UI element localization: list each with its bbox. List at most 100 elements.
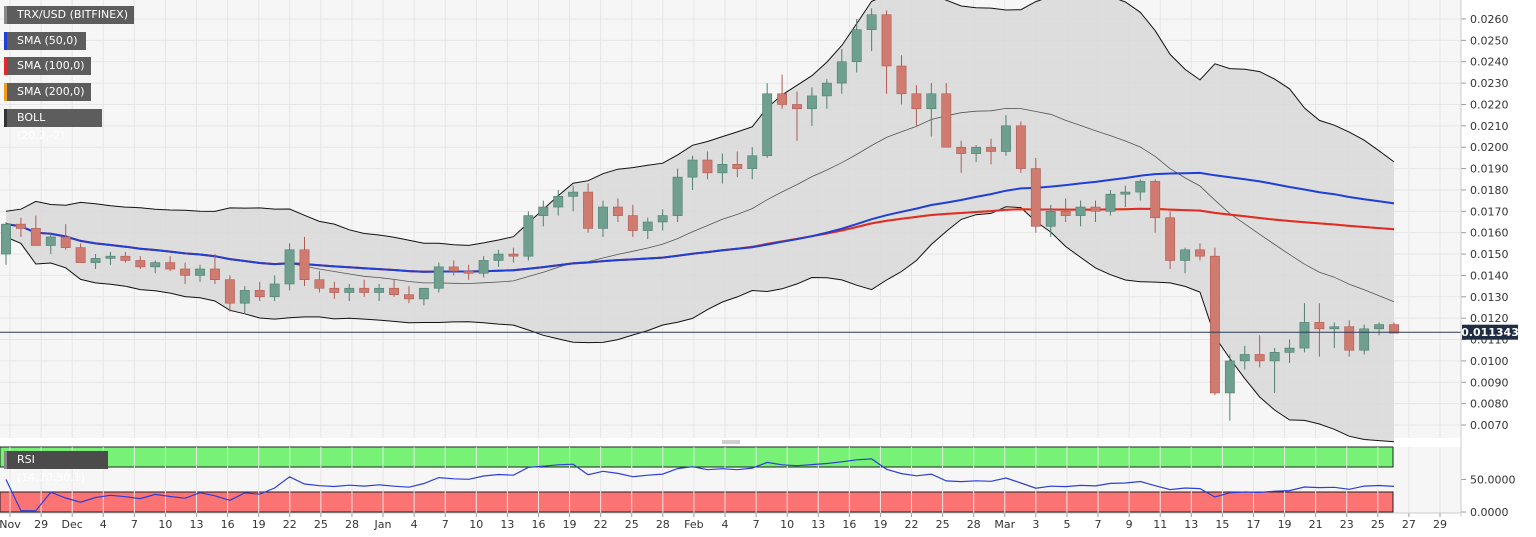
candle[interactable] [956,140,967,173]
candle[interactable] [598,200,608,237]
candle[interactable] [672,168,683,222]
candle[interactable] [941,83,952,148]
boll-legend[interactable]: BOLL (20,2,-2) [4,109,102,142]
candle[interactable] [896,55,907,105]
candle[interactable] [1045,204,1056,237]
candle[interactable] [1359,324,1370,355]
candle[interactable] [1344,320,1355,357]
candle[interactable] [1299,303,1310,353]
candle[interactable] [1329,322,1340,349]
candle[interactable] [120,251,131,263]
candle[interactable] [1314,303,1325,357]
candle[interactable] [30,215,41,246]
candle[interactable] [657,209,668,231]
candle[interactable] [807,87,817,126]
candle[interactable] [478,256,489,278]
candle[interactable] [90,254,101,270]
candle[interactable] [926,83,937,137]
candle[interactable] [523,211,534,261]
candle[interactable] [359,279,370,297]
candle[interactable] [1254,335,1265,368]
candle[interactable] [986,138,996,165]
candle[interactable] [75,243,86,263]
candle[interactable] [15,217,26,237]
candle[interactable] [881,10,892,94]
candle[interactable] [1195,243,1205,261]
sma50-legend[interactable]: SMA (50,0) [4,32,86,50]
candle[interactable] [866,8,877,52]
candle[interactable] [971,145,982,163]
candle[interactable] [284,243,295,291]
candle[interactable] [687,155,698,190]
candle[interactable] [1105,189,1116,216]
candle[interactable] [568,185,579,212]
candle[interactable] [269,275,280,302]
candle[interactable] [1374,322,1385,336]
candle[interactable] [732,151,743,178]
candle[interactable] [195,264,205,282]
candle[interactable] [224,275,235,312]
candle[interactable] [389,279,399,297]
candle[interactable] [180,262,191,284]
candle[interactable] [1239,345,1250,370]
candle[interactable] [1135,179,1146,201]
candle[interactable] [433,262,444,293]
candle[interactable] [1269,348,1280,393]
sma200-legend[interactable]: SMA (200,0) [4,83,91,101]
candle[interactable] [404,286,414,304]
candle[interactable] [239,286,250,314]
candle[interactable] [1224,354,1235,421]
candle[interactable] [851,19,862,73]
candle[interactable] [1075,200,1086,227]
candle[interactable] [45,232,56,255]
candle[interactable] [299,236,310,287]
candle[interactable] [105,251,116,265]
candle[interactable] [1150,179,1161,233]
candle[interactable] [508,247,519,263]
candle[interactable] [210,254,220,284]
candle[interactable] [1060,198,1071,222]
candle[interactable] [717,153,728,184]
candle[interactable] [612,198,623,222]
candle[interactable] [1090,200,1101,222]
candle[interactable] [448,260,459,276]
candle[interactable] [1165,211,1176,270]
candle[interactable] [1015,121,1026,173]
candle[interactable] [314,271,325,293]
sma100-legend[interactable]: SMA (100,0) [4,57,91,75]
candle[interactable] [1001,115,1011,156]
candle[interactable] [374,283,385,302]
candle[interactable] [150,260,161,274]
candle[interactable] [135,256,146,270]
candle[interactable] [60,224,71,250]
candle[interactable] [792,91,802,141]
pair-legend[interactable]: TRX/USD (BITFINEX) [4,6,134,24]
pane-resize-handle[interactable] [722,440,740,444]
candle[interactable] [1209,247,1220,396]
candle[interactable] [762,83,773,158]
candle[interactable] [344,283,355,302]
candle[interactable] [538,200,549,227]
candle[interactable] [911,85,922,126]
candle[interactable] [165,256,176,272]
candle[interactable] [463,264,474,280]
candle[interactable] [1284,339,1295,364]
candle[interactable] [493,249,504,267]
candle[interactable] [821,78,832,109]
candle[interactable] [642,217,653,240]
candle[interactable] [1,222,11,265]
candle[interactable] [418,287,429,306]
candle[interactable] [254,281,265,302]
candle[interactable] [836,48,847,94]
candle[interactable] [747,147,758,180]
candle[interactable] [1030,157,1041,233]
candle[interactable] [1120,185,1131,208]
candle[interactable] [583,183,593,233]
candle[interactable] [627,204,638,237]
rsi-legend[interactable]: RSI (14,70,30,1) [4,451,108,484]
candle[interactable] [702,151,713,180]
candle[interactable] [329,281,340,299]
candle[interactable] [777,74,788,109]
candle[interactable] [1389,322,1399,334]
